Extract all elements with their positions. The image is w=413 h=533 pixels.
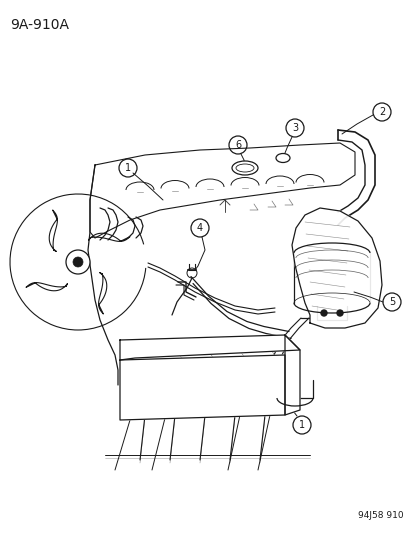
Polygon shape [120,355,284,420]
Circle shape [66,250,90,274]
Polygon shape [90,143,354,238]
Text: 94J58 910: 94J58 910 [358,511,403,520]
Text: 2: 2 [378,107,384,117]
Polygon shape [120,335,299,360]
Text: 9A-910A: 9A-910A [10,18,69,32]
Polygon shape [49,210,57,252]
Ellipse shape [231,161,257,175]
Text: 6: 6 [234,140,240,150]
Text: 4: 4 [197,223,202,233]
Circle shape [320,310,326,316]
Polygon shape [284,335,299,415]
Text: 1: 1 [125,163,131,173]
Circle shape [336,310,342,316]
Circle shape [73,257,83,267]
Text: 5: 5 [388,297,394,307]
Ellipse shape [275,154,289,163]
Polygon shape [98,272,107,314]
Polygon shape [88,233,130,241]
Polygon shape [291,208,381,328]
Text: 1: 1 [298,420,304,430]
Text: 3: 3 [291,123,297,133]
Polygon shape [26,282,67,291]
